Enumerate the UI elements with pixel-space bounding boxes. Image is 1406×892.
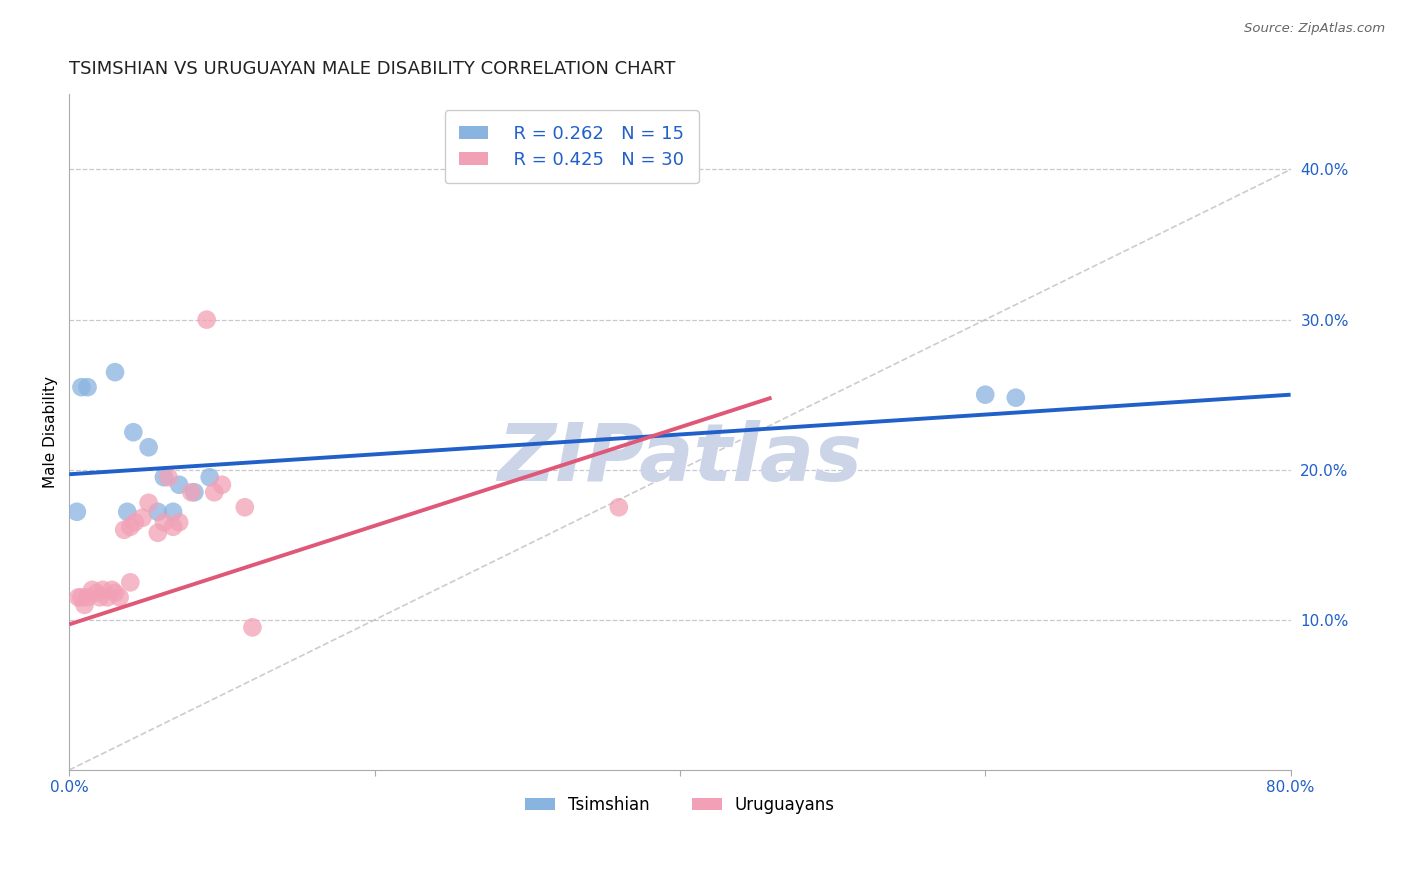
Point [153,516,176,530]
Point [195,312,218,326]
Point [120,520,142,534]
Point [202,485,225,500]
Point [66,505,89,519]
Point [974,387,997,401]
Point [157,470,180,484]
Point [89,591,111,605]
Point [242,620,264,634]
Point [131,510,153,524]
Legend: Tsimshian, Uruguayans: Tsimshian, Uruguayans [516,788,844,822]
Point [198,470,221,484]
Point [146,525,169,540]
Y-axis label: Male Disability: Male Disability [44,376,58,488]
Text: TSIMSHIAN VS URUGUAYAN MALE DISABILITY CORRELATION CHART: TSIMSHIAN VS URUGUAYAN MALE DISABILITY C… [69,60,676,78]
Point [180,485,202,500]
Text: ZIPatlas: ZIPatlas [498,420,862,499]
Point [108,591,131,605]
Point [70,591,93,605]
Point [167,516,190,530]
Point [120,575,142,590]
Point [183,485,205,500]
Point [73,598,96,612]
Point [153,470,176,484]
Point [76,591,98,605]
Point [70,380,93,394]
Point [1004,391,1026,405]
Point [101,582,124,597]
Point [104,365,127,379]
Point [82,582,104,597]
Point [146,505,169,519]
Point [86,586,108,600]
Point [104,586,127,600]
Text: Source: ZipAtlas.com: Source: ZipAtlas.com [1244,22,1385,36]
Point [233,500,256,515]
Point [112,523,135,537]
Point [211,477,233,491]
Point [162,520,184,534]
Point [124,516,146,530]
Point [162,505,184,519]
Point [122,425,145,440]
Point [76,380,98,394]
Point [138,440,160,454]
Point [91,582,114,597]
Point [67,591,90,605]
Point [138,496,160,510]
Point [167,477,190,491]
Point [96,591,118,605]
Point [117,505,139,519]
Point [607,500,630,515]
